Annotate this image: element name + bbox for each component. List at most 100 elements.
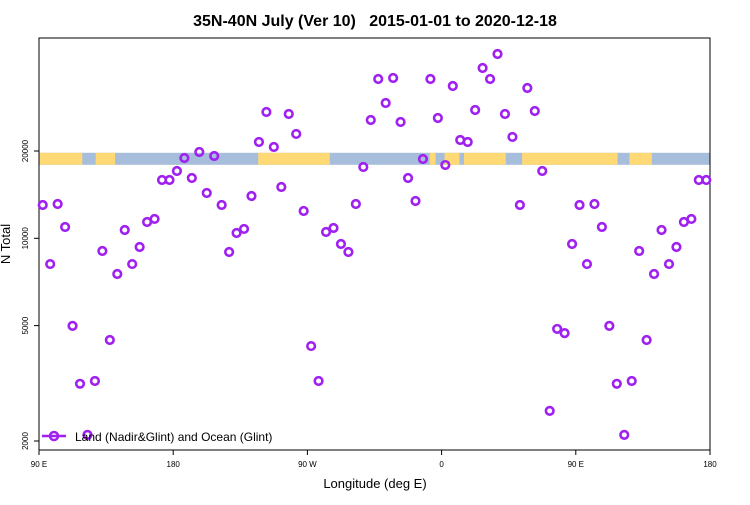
- x-tick-label: 0: [439, 460, 444, 469]
- data-point: [186, 172, 197, 184]
- data-point: [656, 224, 667, 236]
- data-point: [231, 227, 242, 239]
- y-tick-label: 20000: [21, 139, 30, 162]
- data-point: [686, 213, 697, 225]
- x-tick-label: 180: [167, 460, 181, 469]
- data-point: [134, 241, 145, 253]
- data-point: [373, 73, 384, 85]
- land-segment: [39, 152, 83, 165]
- data-point: [261, 106, 272, 118]
- data-point: [626, 375, 637, 387]
- data-point: [358, 161, 369, 173]
- data-point: [149, 213, 160, 225]
- data-point: [529, 105, 540, 117]
- data-point: [484, 73, 496, 85]
- data-point: [581, 258, 593, 270]
- land-segment: [258, 152, 330, 165]
- data-point: [74, 378, 86, 389]
- data-point: [298, 205, 309, 217]
- land-segment: [463, 152, 506, 165]
- legend-label: Land (Nadir&Glint) and Ocean (Glint): [75, 430, 272, 444]
- legend-marker: [48, 430, 60, 442]
- land-ocean-band: [39, 152, 710, 165]
- data-point: [328, 222, 339, 234]
- data-point: [276, 181, 287, 193]
- data-point: [596, 221, 607, 233]
- chart-title: 35N-40N July (Ver 10) 2015-01-01 to 2020…: [193, 13, 557, 30]
- y-tick-label: 2000: [21, 432, 30, 450]
- x-tick-label: 90 E: [31, 460, 47, 469]
- data-point: [45, 258, 56, 270]
- data-point: [238, 223, 250, 235]
- data-point: [97, 245, 108, 257]
- y-tick-label: 5000: [21, 316, 30, 334]
- data-point: [388, 72, 399, 84]
- data-point: [589, 198, 600, 210]
- data-point: [477, 62, 488, 74]
- data-point: [566, 238, 578, 250]
- x-tick-label: 90 W: [298, 460, 317, 469]
- data-point: [246, 190, 257, 202]
- data-point: [425, 73, 436, 85]
- land-segment: [95, 152, 116, 165]
- data-point: [410, 195, 421, 207]
- data-point: [224, 246, 235, 258]
- plot-frame: [38, 37, 711, 451]
- data-point: [619, 429, 630, 440]
- data-point: [432, 112, 443, 124]
- data-point: [283, 108, 294, 120]
- data-point: [544, 405, 555, 416]
- data-point: [514, 199, 525, 211]
- data-point: [462, 136, 473, 148]
- data-point: [253, 136, 265, 148]
- data-point: [559, 328, 570, 339]
- data-point: [402, 172, 414, 184]
- data-point: [663, 258, 675, 270]
- data-point: [216, 199, 227, 211]
- legend: Land (Nadir&Glint) and Ocean (Glint): [42, 430, 272, 444]
- x-axis-label: Longitude (deg E): [323, 476, 426, 491]
- data-point: [313, 375, 324, 387]
- data-point: [440, 159, 451, 171]
- data-point: [112, 268, 123, 280]
- data-point: [89, 375, 101, 387]
- data-point: [171, 165, 183, 177]
- x-tick-label: 90 E: [568, 460, 584, 469]
- data-point: [268, 141, 279, 153]
- y-tick-label: 10000: [21, 227, 30, 250]
- x-axis: 90 E 180 90 W 0 90 E 180: [31, 450, 717, 469]
- data-point: [499, 108, 511, 120]
- y-axis: 2000 5000 10000 20000: [21, 139, 39, 450]
- data-point: [335, 238, 347, 250]
- data-point: [365, 114, 376, 126]
- data-point: [492, 48, 503, 60]
- data-point: [201, 187, 212, 199]
- data-point: [380, 97, 391, 109]
- data-point: [67, 320, 78, 331]
- data-point: [104, 334, 115, 346]
- data-point: [507, 131, 518, 143]
- data-point: [343, 246, 354, 258]
- data-point: [37, 199, 48, 211]
- data-point: [320, 226, 332, 238]
- data-point: [209, 150, 220, 162]
- data-point: [552, 323, 563, 335]
- data-point: [306, 340, 317, 352]
- data-point: [395, 116, 406, 128]
- data-point: [641, 334, 652, 346]
- data-point: [127, 258, 138, 270]
- data-point: [648, 268, 660, 280]
- data-point: [179, 152, 190, 164]
- x-tick-label: 180: [703, 460, 717, 469]
- data-point: [52, 198, 63, 210]
- data-point: [417, 153, 429, 165]
- data-point: [82, 429, 93, 440]
- data-points: [37, 48, 712, 440]
- data-point: [634, 245, 645, 257]
- data-point: [447, 80, 458, 92]
- data-point: [164, 174, 175, 186]
- data-point: [604, 320, 615, 331]
- data-point: [611, 378, 622, 389]
- data-point: [537, 165, 548, 177]
